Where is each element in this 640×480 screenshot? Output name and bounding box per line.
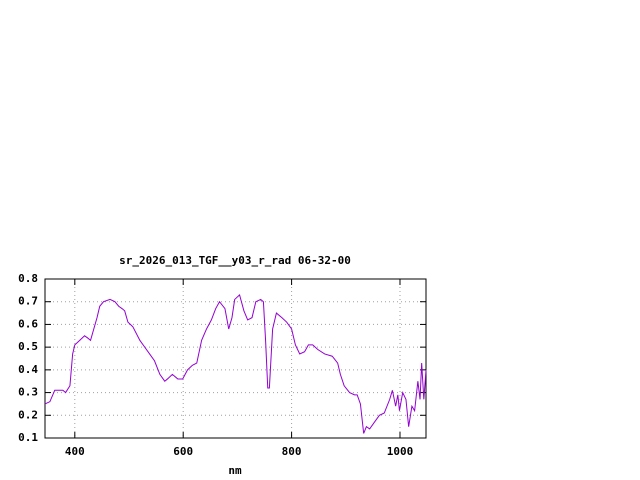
x-axis-label: nm (228, 464, 242, 477)
x-tick-label: 600 (173, 445, 193, 458)
plot-border (44, 278, 427, 439)
y-tick-label: 0.3 (18, 386, 38, 399)
x-tick-label: 1000 (387, 445, 414, 458)
y-tick-label: 0.6 (18, 317, 38, 330)
y-tick-label: 0.5 (18, 340, 38, 353)
y-tick-label: 0.7 (18, 295, 38, 308)
chart-title: sr_2026_013_TGF__y03_r_rad 06-32-00 (119, 254, 351, 267)
x-tick-label: 400 (65, 445, 85, 458)
y-tick-label: 0.8 (18, 272, 38, 285)
data-line (44, 293, 427, 434)
y-tick-label: 0.4 (18, 363, 38, 376)
y-tick-label: 0.2 (18, 408, 38, 421)
x-tick-label: 800 (282, 445, 302, 458)
y-tick-label: 0.1 (18, 431, 38, 444)
